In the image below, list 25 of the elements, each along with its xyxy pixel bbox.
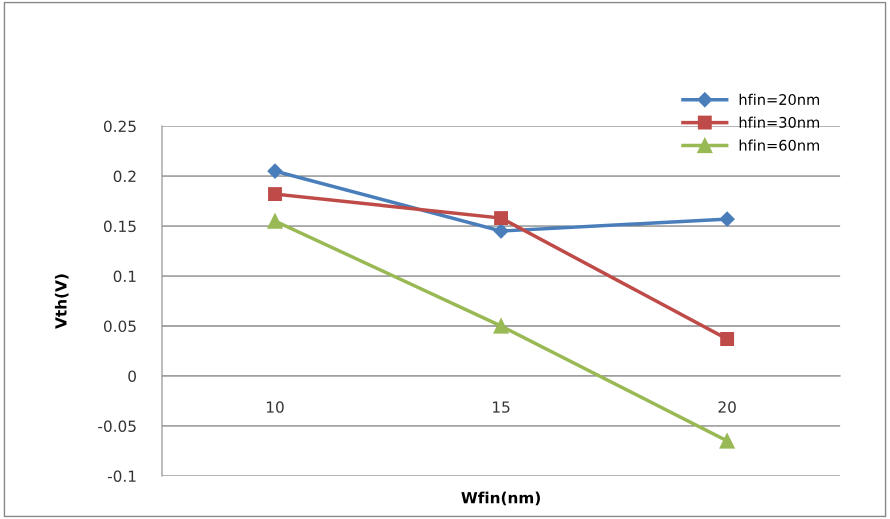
point [720,211,735,227]
point [494,211,508,226]
point [719,433,735,449]
x-tick-label: 20 [718,401,736,413]
point [720,332,734,346]
x-tick-label: 15 [493,401,510,413]
y-tick-label: 0.1 [114,270,136,282]
y-axis-title: Vth(V) [54,274,69,329]
legend-label: hfin=20nm [740,94,820,106]
y-tick-label: 0.25 [104,120,136,132]
legend-label: hfin=60nm [740,139,820,151]
point [267,213,283,229]
point [494,223,509,239]
y-tick-label: -0.05 [98,420,136,432]
point [268,187,282,202]
point [493,318,509,334]
x-tick-label: 10 [266,401,284,413]
point [267,164,283,179]
y-tick-label: -0.1 [108,470,136,482]
x-axis-title: Wfin(nm) [461,492,540,506]
legend-label: hfin=30nm [740,116,820,128]
y-tick-label: 0.05 [104,320,136,332]
y-tick-label: 0.15 [104,220,136,232]
y-tick-label: 0.2 [114,170,136,182]
y-tick-label: 0 [128,370,136,382]
